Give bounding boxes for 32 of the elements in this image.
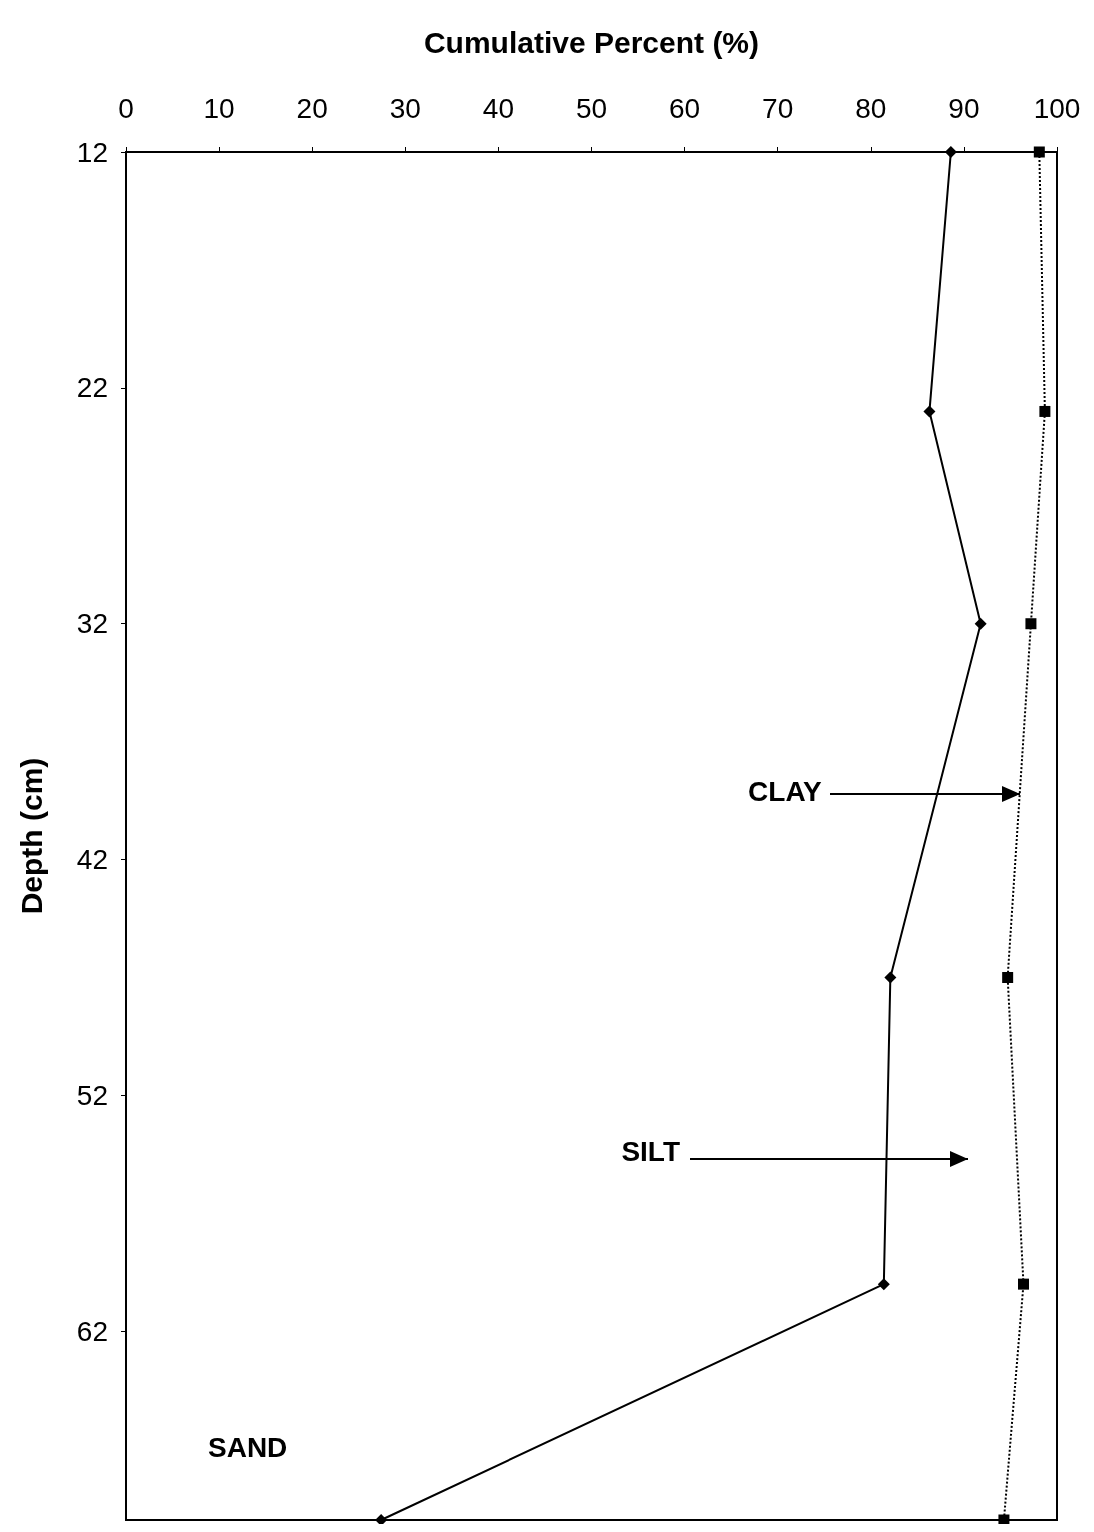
y-tick-label: 32 (76, 608, 108, 640)
point (877, 1278, 890, 1291)
point (998, 1514, 1010, 1524)
x-tick-label: 60 (669, 92, 701, 124)
x-axis-title: Cumulative Percent (%) (423, 25, 760, 59)
x-tick-label: 40 (482, 92, 514, 124)
x-tick-label: 10 (203, 92, 235, 124)
annotation: SAND (208, 1431, 288, 1465)
point (1025, 618, 1037, 630)
x-tick-label: 90 (948, 92, 980, 124)
y-axis-title: Depth (cm) (14, 757, 48, 915)
x-tick-label: 50 (575, 92, 608, 124)
y-tick-label: 62 (76, 1315, 108, 1347)
x-tick-label: 80 (855, 92, 887, 124)
annotation: CLAY (748, 774, 822, 809)
point (1017, 1278, 1029, 1290)
y-tick-label: 22 (76, 372, 108, 404)
y-tick-label: 12 (76, 136, 108, 168)
x-tick-label: 70 (762, 92, 794, 124)
x-tick-label: 20 (296, 92, 328, 124)
point (884, 971, 897, 984)
point (1002, 972, 1014, 984)
x-tick-label: 0 (118, 92, 134, 124)
annotation: SILT (621, 1135, 680, 1169)
point (1033, 146, 1045, 158)
point (974, 617, 987, 630)
point (923, 405, 936, 418)
x-tick-label: 30 (389, 92, 421, 124)
x-tick-label: 100 (1033, 92, 1081, 124)
y-tick-label: 42 (76, 844, 108, 876)
y-tick-label: 52 (76, 1079, 108, 1111)
point (1039, 405, 1051, 417)
